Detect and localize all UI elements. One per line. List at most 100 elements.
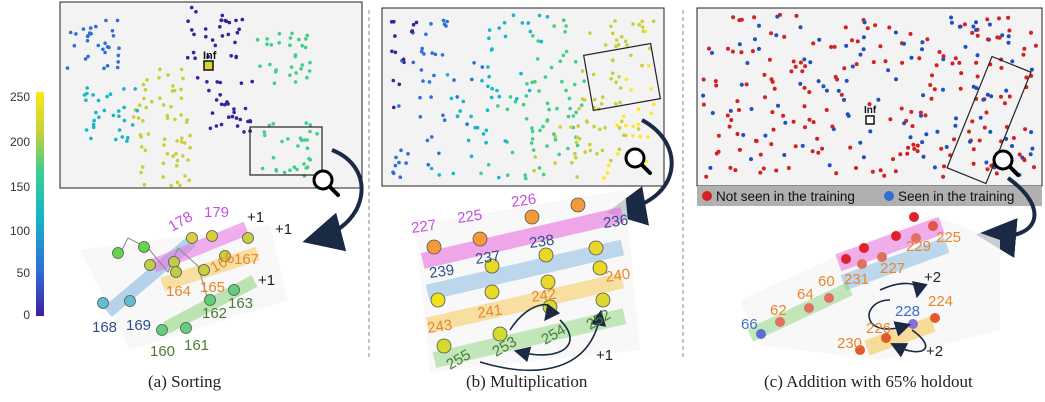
scatter-point [644,159,649,164]
scatter-point [858,140,863,145]
scatter-point [425,138,430,143]
scatter-point [135,108,139,113]
scatter-point [496,104,500,108]
scatter-point [997,16,1001,21]
scatter-point [937,50,942,54]
scatter-point [304,37,308,41]
scatter-point [120,135,125,139]
scatter-point [437,173,442,177]
scatter-point [535,57,540,61]
scatter-point [117,114,121,118]
scatter-point [538,128,542,133]
scatter-point [451,171,456,176]
add-label-60: 60 [818,273,835,290]
scatter-point [179,140,184,144]
scatter-point [575,143,580,148]
scatter-point [293,80,298,84]
scatter-point [537,166,542,170]
scatter-point [393,163,398,168]
scatter-point [166,73,170,77]
scatter-point [767,57,772,62]
scatter-point [921,93,926,98]
scatter-point [894,77,898,82]
scatter-point [791,119,796,124]
scatter-point [68,30,73,35]
scatter-point [912,146,917,151]
scatter-point [572,82,577,87]
scatter-point [834,171,839,176]
addition-zoom-box [946,55,1032,185]
scatter-point [189,5,194,10]
scatter-point [770,110,775,115]
scatter-point [982,125,987,130]
scatter-point [871,60,876,65]
scatter-point [737,108,741,112]
scatter-point [524,94,529,98]
scatter-point [803,64,808,69]
scatter-point [397,104,401,108]
scatter-point [839,92,844,97]
scatter-point [273,70,278,74]
scatter-point [735,99,740,104]
scatter-point [265,42,269,46]
scatter-point [529,141,534,145]
scatter-point [213,43,218,48]
scatter-point [1022,157,1026,162]
scatter-point [781,113,786,118]
scatter-point [525,82,529,86]
scatter-point [579,103,584,107]
scatter-point [169,183,173,188]
scatter-point [303,45,308,50]
scatter-point [1006,15,1011,20]
scatter-point [824,88,829,93]
scatter-point [614,38,619,42]
scatter-point [122,87,126,91]
scatter-point [821,84,826,89]
scatter-point [182,141,187,145]
scatter-point [610,71,615,76]
legend-not-seen-label: Not seen in the training [716,189,855,204]
multiplication-scatter [389,13,656,181]
scatter-point [905,151,910,156]
add-label-225: 225 [936,229,961,246]
scatter-point [1017,152,1022,157]
scatter-point [583,150,587,154]
scatter-point [870,169,875,174]
scatter-point [393,50,398,55]
scatter-point [505,107,510,112]
scatter-point [802,57,807,62]
scatter-point [970,119,975,124]
scatter-point [174,163,179,168]
scatter-point [293,53,298,57]
scatter-point [727,124,732,129]
scatter-point [616,152,620,156]
scatter-point [981,97,986,102]
scatter-point [830,124,835,129]
scatter-point [552,132,556,136]
scatter-point [600,95,605,99]
scatter-point [307,69,312,73]
scatter-point [876,97,881,102]
scatter-point [442,22,447,27]
scatter-point [520,21,525,25]
scatter-point [575,135,580,139]
scatter-point [207,88,211,93]
scatter-point [619,35,624,39]
sorting-plot-frame [59,1,363,189]
scatter-point [949,15,954,20]
scatter-point [429,166,434,171]
scatter-point [91,122,96,127]
scatter-point [553,161,557,165]
scatter-point [304,166,309,170]
scatter-point [161,175,165,179]
scatter-point [623,133,628,138]
scatter-point [794,13,799,18]
scatter-point [835,77,840,82]
scatter-point [898,152,903,157]
scatter-point [564,88,568,93]
scatter-point [537,13,542,18]
scatter-point [210,111,215,115]
sorting-label-167: 167 [234,251,259,268]
scatter-point [308,129,312,134]
scatter-point [850,64,855,69]
